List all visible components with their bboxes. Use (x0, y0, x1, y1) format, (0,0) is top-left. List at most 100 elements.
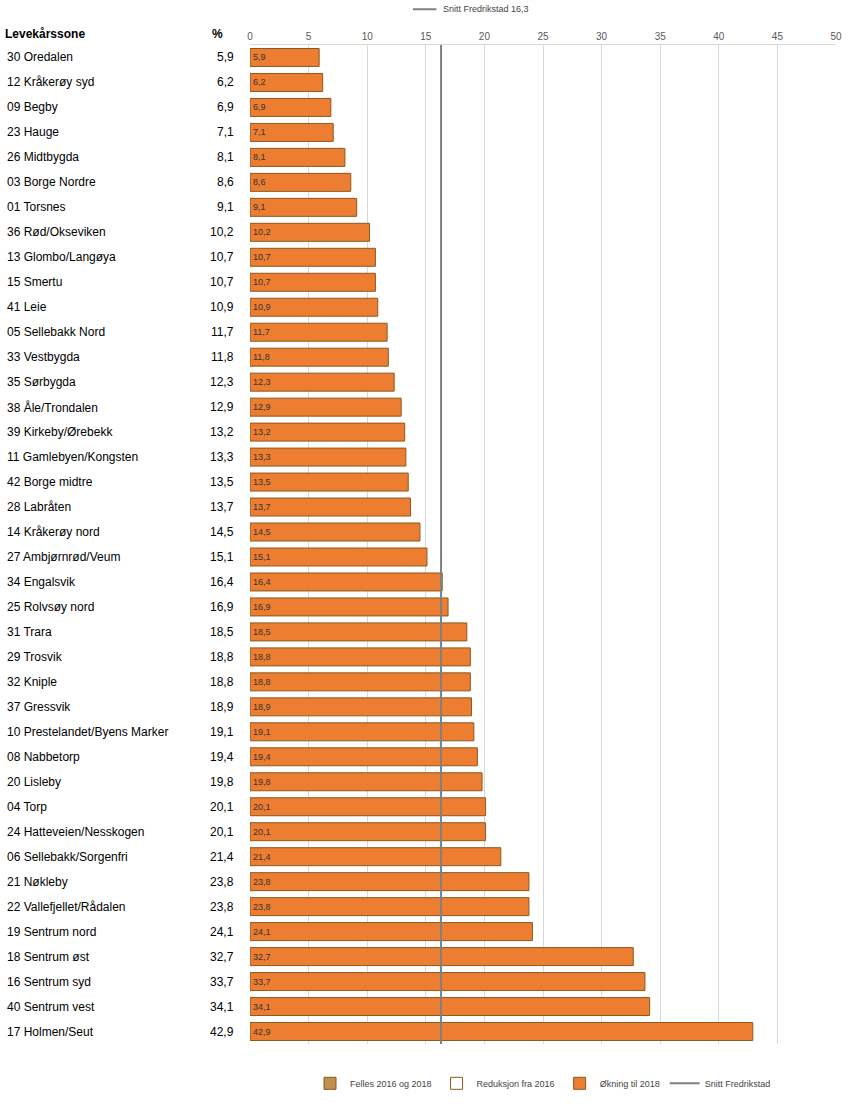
svg-text:6,9: 6,9 (253, 102, 266, 112)
svg-text:23,8: 23,8 (253, 902, 271, 912)
svg-text:42,9: 42,9 (253, 1027, 271, 1037)
svg-text:9,1: 9,1 (217, 200, 234, 214)
svg-text:14 Kråkerøy nord: 14 Kråkerøy nord (7, 525, 100, 539)
svg-text:19,4: 19,4 (253, 752, 271, 762)
svg-text:42 Borge midtre: 42 Borge midtre (7, 475, 93, 489)
svg-text:7,1: 7,1 (217, 125, 234, 139)
svg-text:37 Gressvik: 37 Gressvik (7, 700, 71, 714)
svg-text:19 Sentrum nord: 19 Sentrum nord (7, 925, 96, 939)
svg-text:32,7: 32,7 (253, 952, 271, 962)
svg-text:10,9: 10,9 (253, 302, 271, 312)
svg-text:18,9: 18,9 (253, 702, 271, 712)
svg-text:Reduksjon fra 2016: Reduksjon fra 2016 (477, 1079, 555, 1089)
svg-text:32 Kniple: 32 Kniple (7, 675, 57, 689)
svg-text:6,2: 6,2 (217, 75, 234, 89)
svg-text:05 Sellebakk Nord: 05 Sellebakk Nord (7, 325, 105, 339)
svg-text:18,8: 18,8 (253, 652, 271, 662)
svg-text:0: 0 (247, 31, 253, 42)
svg-text:16,4: 16,4 (210, 575, 234, 589)
svg-text:13,7: 13,7 (253, 502, 271, 512)
svg-text:01 Torsnes: 01 Torsnes (7, 200, 65, 214)
svg-text:20 Lisleby: 20 Lisleby (7, 775, 61, 789)
svg-text:23,8: 23,8 (210, 900, 234, 914)
svg-text:18,8: 18,8 (210, 675, 234, 689)
svg-text:19,8: 19,8 (253, 777, 271, 787)
svg-text:12,9: 12,9 (253, 402, 271, 412)
svg-text:18,9: 18,9 (210, 700, 234, 714)
svg-text:16,4: 16,4 (253, 577, 271, 587)
svg-text:12,3: 12,3 (210, 375, 234, 389)
svg-text:04 Torp: 04 Torp (7, 800, 47, 814)
svg-text:19,1: 19,1 (253, 727, 271, 737)
svg-text:10,2: 10,2 (210, 225, 234, 239)
svg-text:10,7: 10,7 (210, 250, 234, 264)
svg-text:27 Ambjørnrød/Veum: 27 Ambjørnrød/Veum (7, 550, 120, 564)
svg-text:10,9: 10,9 (210, 300, 234, 314)
svg-text:6,2: 6,2 (253, 77, 266, 87)
svg-text:15: 15 (420, 31, 432, 42)
svg-text:16 Sentrum syd: 16 Sentrum syd (7, 975, 91, 989)
svg-text:50: 50 (830, 31, 842, 42)
svg-text:20,1: 20,1 (253, 827, 271, 837)
svg-text:15,1: 15,1 (210, 550, 234, 564)
svg-text:12 Kråkerøy syd: 12 Kråkerøy syd (7, 75, 94, 89)
svg-text:5,9: 5,9 (253, 52, 266, 62)
svg-text:24 Hatteveien/Nesskogen: 24 Hatteveien/Nesskogen (7, 825, 144, 839)
svg-text:20,1: 20,1 (210, 800, 234, 814)
svg-text:9,1: 9,1 (253, 202, 266, 212)
svg-text:32,7: 32,7 (210, 950, 234, 964)
svg-text:13 Glombo/Langøya: 13 Glombo/Langøya (7, 250, 116, 264)
svg-text:18,8: 18,8 (210, 650, 234, 664)
svg-text:28 Labråten: 28 Labråten (7, 500, 71, 514)
svg-text:25 Rolvsøy nord: 25 Rolvsøy nord (7, 600, 94, 614)
svg-text:21,4: 21,4 (253, 852, 271, 862)
svg-text:24,1: 24,1 (210, 925, 234, 939)
svg-text:Økning til 2018: Økning til 2018 (600, 1079, 660, 1089)
svg-text:30: 30 (596, 31, 608, 42)
svg-text:7,1: 7,1 (253, 127, 266, 137)
svg-text:35 Sørbygda: 35 Sørbygda (7, 375, 76, 389)
svg-text:8,6: 8,6 (253, 177, 266, 187)
svg-text:11,7: 11,7 (253, 327, 270, 337)
svg-text:10,7: 10,7 (210, 275, 234, 289)
svg-text:33,7: 33,7 (253, 977, 271, 987)
svg-text:06 Sellebakk/Sorgenfri: 06 Sellebakk/Sorgenfri (7, 850, 128, 864)
svg-text:13,7: 13,7 (210, 500, 234, 514)
svg-text:8,1: 8,1 (217, 150, 234, 164)
svg-text:40: 40 (713, 31, 725, 42)
svg-text:34,1: 34,1 (253, 1002, 271, 1012)
svg-text:Snitt Fredrikstad 16,3: Snitt Fredrikstad 16,3 (443, 4, 529, 14)
svg-text:34 Engalsvik: 34 Engalsvik (7, 575, 76, 589)
svg-text:18,5: 18,5 (253, 627, 271, 637)
svg-text:11,8: 11,8 (211, 350, 234, 364)
svg-text:16,9: 16,9 (210, 600, 234, 614)
svg-text:10,7: 10,7 (253, 277, 271, 287)
svg-text:17 Holmen/Seut: 17 Holmen/Seut (7, 1025, 94, 1039)
svg-text:Snitt Fredrikstad: Snitt Fredrikstad (705, 1079, 771, 1089)
svg-text:8,6: 8,6 (217, 175, 234, 189)
svg-text:29 Trosvik: 29 Trosvik (7, 650, 63, 664)
svg-text:%: % (212, 27, 223, 41)
svg-text:14,5: 14,5 (210, 525, 234, 539)
svg-text:Levekårssone: Levekårssone (5, 27, 85, 41)
svg-text:45: 45 (772, 31, 784, 42)
svg-text:24,1: 24,1 (253, 927, 271, 937)
svg-text:19,8: 19,8 (210, 775, 234, 789)
svg-text:18,5: 18,5 (210, 625, 234, 639)
svg-text:6,9: 6,9 (217, 100, 234, 114)
svg-text:21,4: 21,4 (210, 850, 234, 864)
svg-text:23,8: 23,8 (253, 877, 271, 887)
svg-text:39 Kirkeby/Ørebekk: 39 Kirkeby/Ørebekk (7, 425, 113, 439)
svg-text:25: 25 (537, 31, 549, 42)
svg-text:11 Gamlebyen/Kongsten: 11 Gamlebyen/Kongsten (7, 450, 138, 464)
svg-text:14,5: 14,5 (253, 527, 271, 537)
svg-text:22 Vallefjellet/Rådalen: 22 Vallefjellet/Rådalen (7, 900, 126, 914)
svg-text:13,2: 13,2 (210, 425, 234, 439)
svg-text:08 Nabbetorp: 08 Nabbetorp (7, 750, 80, 764)
svg-text:19,4: 19,4 (210, 750, 234, 764)
svg-text:38 Åle/Trondalen: 38 Åle/Trondalen (7, 400, 98, 415)
svg-text:11,8: 11,8 (253, 352, 270, 362)
svg-text:5: 5 (306, 31, 312, 42)
svg-text:23 Hauge: 23 Hauge (7, 125, 59, 139)
svg-text:31 Trara: 31 Trara (7, 625, 52, 639)
